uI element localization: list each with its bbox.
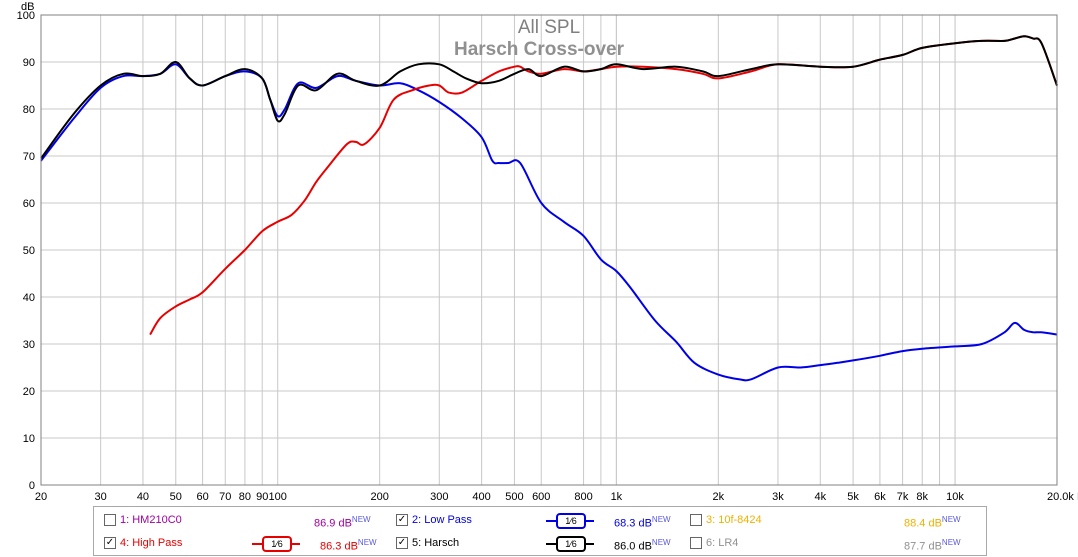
chart-grid <box>40 14 1058 486</box>
x-tick-label: 70 <box>219 491 231 503</box>
checkbox[interactable]: ✓ <box>104 537 116 549</box>
checkbox[interactable]: ✓ <box>396 514 408 526</box>
y-tick-label: 70 <box>23 151 35 163</box>
legend-value: 86.3 dBNEW <box>320 538 377 553</box>
legend: 1: HM210C0 86.9 dBNEW ✓ 2: Low Pass 1⁄6 … <box>93 506 987 556</box>
x-tick-label: 20 <box>35 491 47 503</box>
x-tick-label: 5k <box>847 491 859 503</box>
legend-label: 1: HM210C0 <box>120 514 182 526</box>
x-tick-label: 1k <box>611 491 623 503</box>
legend-value: 86.9 dBNEW <box>314 515 371 530</box>
legend-item-harsch[interactable]: ✓ 5: Harsch 1⁄6 86.0 dBNEW <box>396 535 671 553</box>
x-tick-label: 400 <box>472 491 490 503</box>
x-tick-label: 50 <box>170 491 182 503</box>
x-tick-label: 300 <box>430 491 448 503</box>
x-tick-label: 60 <box>196 491 208 503</box>
y-tick-label: 80 <box>23 104 35 116</box>
y-tick-label: 100 <box>17 10 35 22</box>
plot-frame <box>40 14 1058 486</box>
x-tick-label: 7k <box>897 491 909 503</box>
x-tick-label: 80 <box>239 491 251 503</box>
series-line-high-pass <box>149 35 1058 336</box>
legend-value: 68.3 dBNEW <box>614 515 671 530</box>
legend-label: 6: LR4 <box>706 537 739 549</box>
checkbox[interactable] <box>104 514 116 526</box>
checkbox[interactable]: ✓ <box>396 537 408 549</box>
x-tick-label: 6k <box>874 491 886 503</box>
series-line-harsch <box>40 35 1058 159</box>
x-tick-label: 800 <box>574 491 592 503</box>
legend-value: 86.0 dBNEW <box>614 538 671 553</box>
y-tick-label: 40 <box>23 292 35 304</box>
legend-item-low-pass[interactable]: ✓ 2: Low Pass 1⁄6 68.3 dBNEW <box>396 512 671 530</box>
chart-subtitle: Harsch Cross-over <box>454 39 625 60</box>
x-tick-label: 8k <box>916 491 928 503</box>
x-tick-label: 90 <box>256 491 268 503</box>
y-tick-label: 30 <box>23 339 35 351</box>
legend-label: 2: Low Pass <box>412 514 472 526</box>
chart-curves <box>40 35 1058 382</box>
x-tick-label: 20.0k Hz <box>1047 491 1078 503</box>
legend-label: 4: High Pass <box>120 537 183 549</box>
smoothing-button[interactable]: 1⁄6 <box>556 536 586 552</box>
legend-value: 87.7 dBNEW <box>904 538 961 553</box>
y-tick-label: 0 <box>29 480 35 492</box>
y-tick-label: 50 <box>23 245 35 257</box>
checkbox[interactable] <box>690 514 702 526</box>
legend-label: 3: 10f-8424 <box>706 514 762 526</box>
y-tick-label: 20 <box>23 386 35 398</box>
smoothing-button[interactable]: 1⁄6 <box>262 536 292 552</box>
y-axis-label: dB <box>21 1 34 13</box>
legend-item-10f-8424[interactable]: 3: 10f-8424 88.4 dBNEW <box>690 512 980 530</box>
x-tick-label: 40 <box>137 491 149 503</box>
y-tick-label: 10 <box>23 433 35 445</box>
x-tick-label: 2k <box>713 491 725 503</box>
x-tick-label: 100 <box>269 491 287 503</box>
checkbox[interactable] <box>690 537 702 549</box>
legend-item-hm210c0[interactable]: 1: HM210C0 86.9 dBNEW <box>104 512 371 530</box>
x-tick-label: 30 <box>95 491 107 503</box>
smoothing-button[interactable]: 1⁄6 <box>556 513 586 529</box>
x-tick-label: 4k <box>814 491 826 503</box>
x-tick-label: 3k <box>772 491 784 503</box>
y-tick-label: 60 <box>23 198 35 210</box>
x-tick-label: 600 <box>532 491 550 503</box>
y-tick-label: 90 <box>23 57 35 69</box>
legend-item-high-pass[interactable]: ✓ 4: High Pass 1⁄6 86.3 dBNEW <box>104 535 384 553</box>
series-line-low-pass <box>40 63 1058 382</box>
x-tick-label: 500 <box>505 491 523 503</box>
chart-title: All SPL <box>518 17 580 38</box>
legend-label: 5: Harsch <box>412 537 460 549</box>
legend-value: 88.4 dBNEW <box>904 515 961 530</box>
legend-item-lr4[interactable]: 6: LR4 87.7 dBNEW <box>690 535 980 553</box>
x-tick-label: 200 <box>370 491 388 503</box>
x-tick-label: 10k <box>946 491 964 503</box>
